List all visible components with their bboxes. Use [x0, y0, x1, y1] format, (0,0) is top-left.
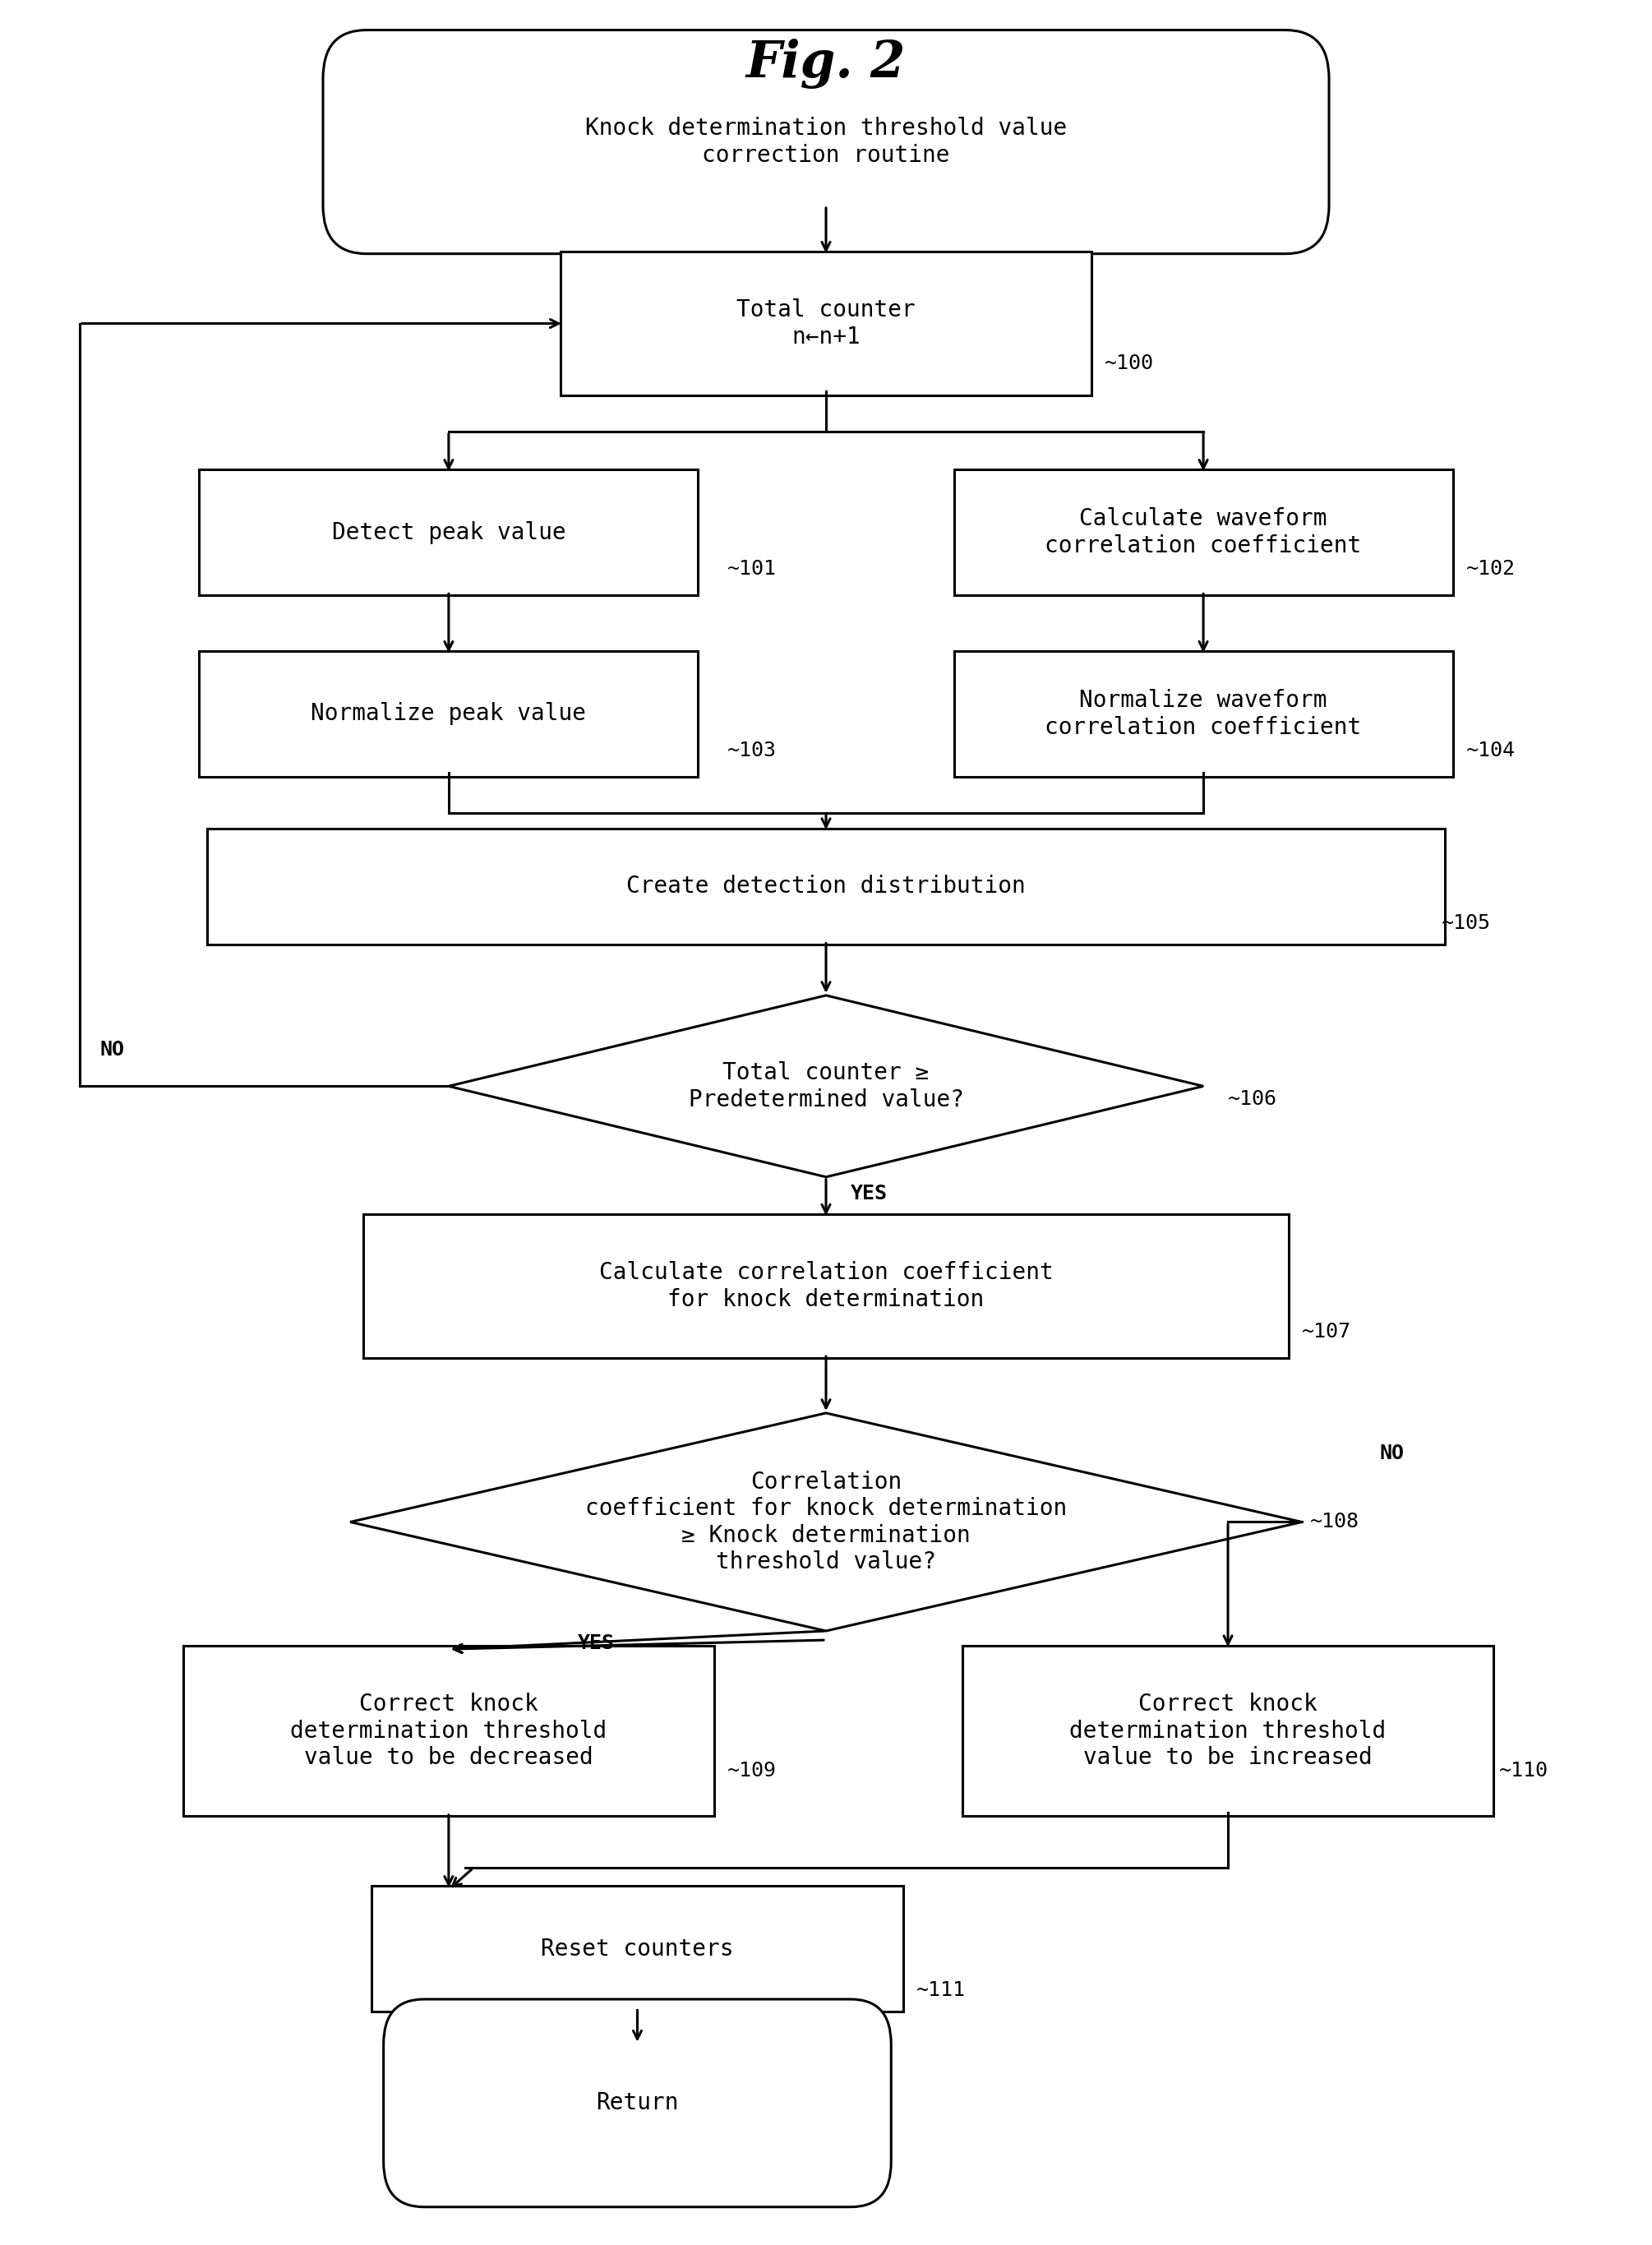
Text: ~110: ~110: [1498, 1760, 1548, 1780]
Text: ~102: ~102: [1465, 559, 1515, 579]
Text: ~100: ~100: [1105, 352, 1155, 373]
Text: ~105: ~105: [1441, 914, 1490, 932]
Text: Return: Return: [596, 2092, 679, 2115]
Text: Create detection distribution: Create detection distribution: [626, 876, 1026, 898]
FancyBboxPatch shape: [383, 2000, 890, 2207]
Text: NO: NO: [1379, 1444, 1404, 1464]
Text: ~101: ~101: [727, 559, 776, 579]
Text: ~104: ~104: [1465, 741, 1515, 761]
Text: ~106: ~106: [1227, 1089, 1277, 1109]
Text: Calculate waveform
correlation coefficient: Calculate waveform correlation coefficie…: [1046, 507, 1361, 557]
Text: ~103: ~103: [727, 741, 776, 761]
FancyBboxPatch shape: [183, 1646, 714, 1816]
FancyBboxPatch shape: [200, 469, 699, 595]
Text: Total counter
n←n+1: Total counter n←n+1: [737, 299, 915, 348]
Polygon shape: [449, 995, 1203, 1176]
FancyBboxPatch shape: [200, 651, 699, 777]
Text: ~108: ~108: [1310, 1513, 1360, 1531]
FancyBboxPatch shape: [324, 29, 1328, 254]
FancyBboxPatch shape: [560, 251, 1092, 395]
Text: Total counter ≥
Predetermined value?: Total counter ≥ Predetermined value?: [689, 1062, 963, 1111]
FancyBboxPatch shape: [208, 828, 1444, 945]
FancyBboxPatch shape: [961, 1646, 1493, 1816]
Text: ~111: ~111: [917, 1980, 965, 2000]
Text: Correct knock
determination threshold
value to be increased: Correct knock determination threshold va…: [1069, 1693, 1386, 1769]
Text: Knock determination threshold value
correction routine: Knock determination threshold value corr…: [585, 117, 1067, 166]
Polygon shape: [350, 1412, 1302, 1630]
Text: ~107: ~107: [1302, 1322, 1351, 1340]
Text: ~109: ~109: [727, 1760, 776, 1780]
FancyBboxPatch shape: [372, 1886, 904, 2012]
Text: Calculate correlation coefficient
for knock determination: Calculate correlation coefficient for kn…: [600, 1262, 1054, 1311]
FancyBboxPatch shape: [953, 651, 1452, 777]
Text: Normalize waveform
correlation coefficient: Normalize waveform correlation coefficie…: [1046, 689, 1361, 739]
Text: Normalize peak value: Normalize peak value: [311, 703, 586, 725]
FancyBboxPatch shape: [953, 469, 1452, 595]
Text: YES: YES: [851, 1183, 887, 1203]
Text: Detect peak value: Detect peak value: [332, 521, 565, 543]
Text: Fig. 2: Fig. 2: [747, 38, 905, 88]
Text: YES: YES: [578, 1634, 615, 1655]
Text: Correlation
coefficient for knock determination
≥ Knock determination
threshold : Correlation coefficient for knock determ…: [585, 1470, 1067, 1574]
Text: Correct knock
determination threshold
value to be decreased: Correct knock determination threshold va…: [291, 1693, 606, 1769]
FancyBboxPatch shape: [363, 1215, 1289, 1358]
Text: Reset counters: Reset counters: [540, 1937, 733, 1960]
Text: NO: NO: [101, 1039, 124, 1060]
